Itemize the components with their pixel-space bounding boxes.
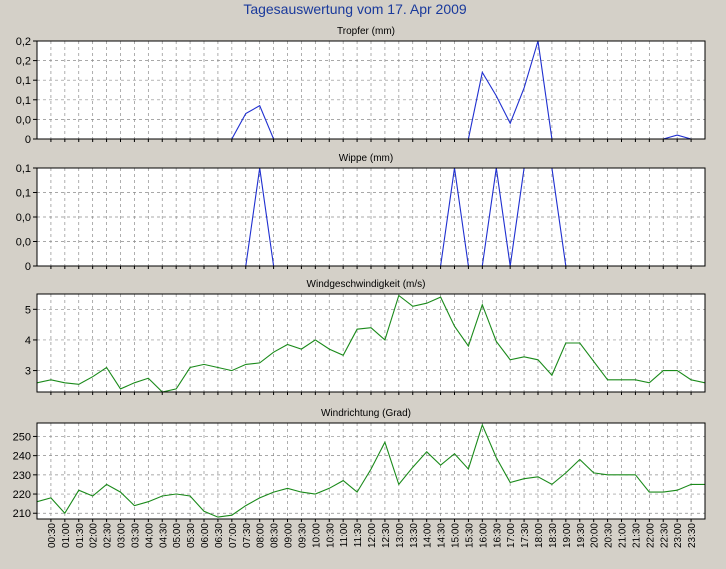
x-tick-label: 14:00 (423, 523, 434, 548)
x-tick-label: 23:30 (687, 523, 698, 548)
y-tick-label: 0,1 (16, 188, 31, 200)
y-tick-label: 250 (13, 431, 31, 443)
plot-border (36, 293, 706, 393)
x-tick-label: 13:00 (395, 523, 406, 548)
y-tick-label: 210 (13, 508, 31, 520)
x-tick-label: 21:30 (631, 523, 642, 548)
y-tick-label: 0,1 (16, 163, 31, 175)
x-tick-label: 22:00 (645, 523, 656, 548)
y-tick-label: 0 (25, 134, 31, 146)
y-tick-label: 0,0 (16, 114, 31, 126)
x-tick-label: 02:00 (89, 523, 100, 548)
report-title: Tagesauswertung vom 17. Apr 2009 (243, 1, 467, 17)
x-tick-label: 17:30 (520, 523, 531, 548)
x-tick-label: 16:00 (478, 523, 489, 548)
x-tick-label: 18:00 (534, 523, 545, 548)
x-tick-label: 07:30 (242, 523, 253, 548)
x-tick-label: 01:00 (61, 523, 72, 548)
x-tick-label: 20:30 (604, 523, 615, 548)
x-tick-label: 06:00 (200, 523, 211, 548)
y-tick-label: 0,1 (16, 75, 31, 87)
x-tick-label: 00:30 (47, 523, 58, 548)
x-tick-label: 07:00 (228, 523, 239, 548)
x-tick-label: 10:00 (311, 523, 322, 548)
x-tick-label: 11:30 (353, 523, 364, 548)
y-tick-label: 0,0 (16, 212, 31, 224)
series-line (37, 294, 705, 392)
x-tick-label: 17:00 (506, 523, 517, 548)
panel-title: Windrichtung (Grad) (321, 408, 411, 419)
x-tick-label: 23:00 (673, 523, 684, 548)
x-tick-label: 21:00 (618, 523, 629, 548)
x-tick-label: 16:30 (492, 523, 503, 548)
y-tick-label: 0,1 (16, 95, 31, 107)
x-tick-label: 05:00 (172, 523, 183, 548)
panel-title: Windgeschwindigkeit (m/s) (307, 279, 426, 290)
y-tick-label: 5 (25, 304, 31, 316)
x-tick-label: 14:30 (437, 523, 448, 548)
x-tick-label: 15:00 (451, 523, 462, 548)
x-tick-label: 04:00 (144, 523, 155, 548)
y-tick-label: 3 (25, 366, 31, 378)
x-tick-label: 20:00 (590, 523, 601, 548)
series-line (37, 423, 705, 518)
plot-border (36, 422, 706, 520)
y-tick-label: 0,0 (16, 237, 31, 249)
y-tick-label: 0,2 (16, 36, 31, 48)
plot-border (36, 167, 706, 267)
x-tick-label: 15:30 (464, 523, 475, 548)
y-tick-label: 240 (13, 451, 31, 463)
x-tick-label: 09:30 (297, 523, 308, 548)
x-tick-label: 11:00 (339, 523, 350, 548)
x-tick-label: 06:30 (214, 523, 225, 548)
x-tick-label: 13:30 (409, 523, 420, 548)
panel-title: Tropfer (mm) (337, 26, 395, 37)
x-tick-label: 03:00 (117, 523, 128, 548)
y-tick-label: 0,2 (16, 56, 31, 68)
y-tick-label: 4 (25, 335, 31, 347)
x-tick-label: 19:30 (576, 523, 587, 548)
x-tick-label: 12:00 (367, 523, 378, 548)
x-tick-label: 05:30 (186, 523, 197, 548)
x-tick-label: 08:00 (256, 523, 267, 548)
y-tick-label: 220 (13, 489, 31, 501)
plot-border (36, 40, 706, 140)
x-tick-label: 04:30 (158, 523, 169, 548)
x-tick-label: 22:30 (659, 523, 670, 548)
x-tick-label: 12:30 (381, 523, 392, 548)
y-tick-label: 0 (25, 261, 31, 273)
x-tick-label: 01:30 (75, 523, 86, 548)
x-tick-label: 10:30 (325, 523, 336, 548)
panel-title: Wippe (mm) (339, 153, 393, 164)
x-tick-label: 19:00 (562, 523, 573, 548)
y-tick-label: 230 (13, 470, 31, 482)
x-tick-label: 03:30 (130, 523, 141, 548)
x-tick-label: 02:30 (103, 523, 114, 548)
x-tick-label: 18:30 (548, 523, 559, 548)
x-tick-label: 08:30 (270, 523, 281, 548)
x-tick-label: 09:00 (284, 523, 295, 548)
